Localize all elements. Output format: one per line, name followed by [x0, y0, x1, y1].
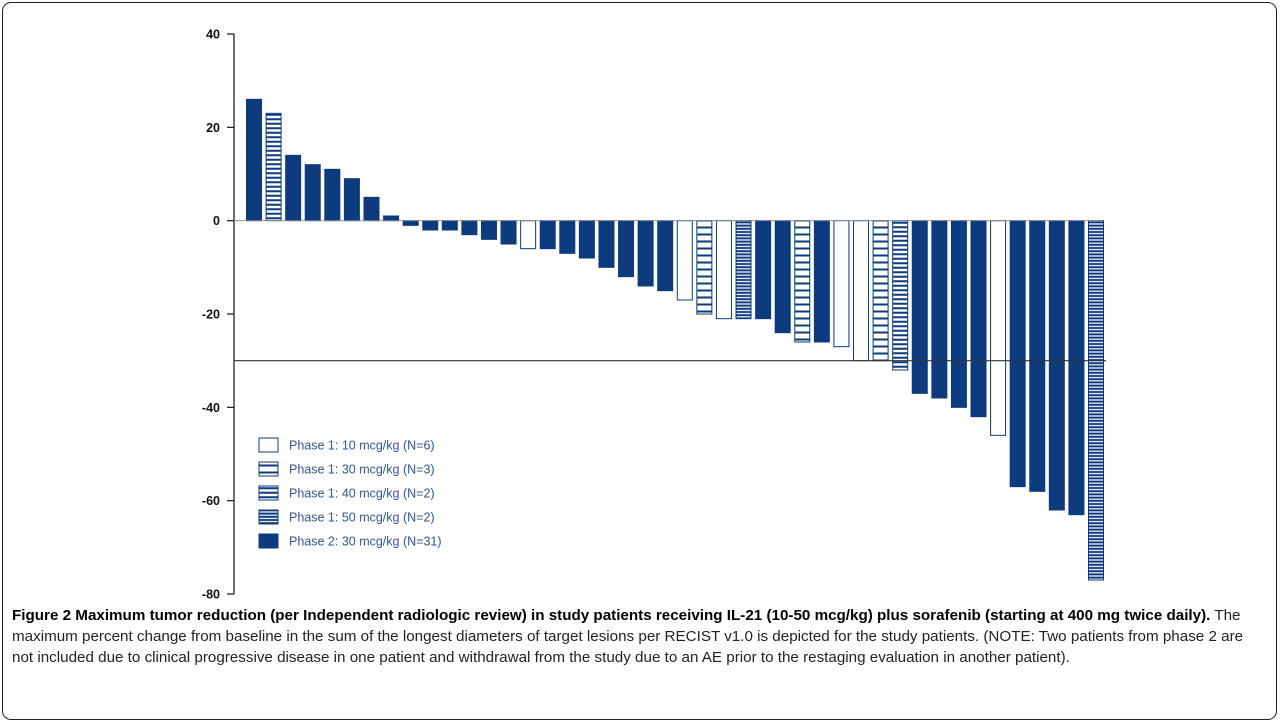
bar-p2_30 — [324, 168, 341, 222]
bar-p1_30 — [872, 220, 889, 362]
legend-swatch-p2_30 — [258, 533, 279, 549]
bar-p2_30 — [618, 220, 635, 278]
bar-p2_30 — [559, 220, 576, 254]
bar-p2_30 — [461, 220, 478, 236]
bar-p2_30 — [931, 220, 948, 399]
bar-p1_10 — [990, 220, 1007, 436]
bar-p1_40 — [892, 220, 909, 371]
bar-p2_30 — [246, 98, 262, 222]
legend-label: Phase 1: 40 mcg/kg (N=2) — [289, 487, 435, 501]
legend-swatch-p1_10 — [258, 437, 279, 453]
bar-p2_30 — [402, 220, 419, 226]
bar-p2_30 — [598, 220, 615, 268]
y-tick-label: -20 — [202, 308, 220, 322]
bar-p2_30 — [422, 220, 439, 231]
bar-p2_30 — [1068, 220, 1085, 516]
bar-p2_30 — [285, 154, 302, 222]
bar-p1_50 — [735, 220, 752, 320]
bar-p2_30 — [441, 220, 458, 231]
bar-p1_50 — [1088, 220, 1104, 581]
bar-p1_10 — [715, 220, 732, 320]
bar-p2_30 — [480, 220, 497, 240]
bar-p1_10 — [520, 220, 537, 250]
bar-p2_30 — [1029, 220, 1046, 492]
y-tick-label: 20 — [206, 121, 220, 135]
bar-p2_30 — [970, 220, 987, 418]
bar-p2_30 — [911, 220, 928, 394]
y-tick-label: -60 — [202, 494, 220, 508]
bar-p1_30 — [696, 220, 713, 315]
legend-swatch-p1_30 — [258, 461, 279, 477]
legend-label: Phase 1: 50 mcg/kg (N=2) — [289, 511, 435, 525]
legend-swatch-p1_50 — [258, 509, 279, 525]
bar-p2_30 — [539, 220, 556, 250]
bar-p1_10 — [853, 220, 870, 362]
bar-p1_30 — [794, 220, 811, 343]
bar-p1_10 — [676, 220, 693, 301]
bar-p2_30 — [500, 220, 517, 245]
bar-p2_30 — [363, 196, 380, 222]
legend-label: Phase 1: 30 mcg/kg (N=3) — [289, 463, 435, 477]
caption-body: The maximum percent change from baseline… — [12, 607, 1244, 666]
legend-label: Phase 2: 30 mcg/kg (N=31) — [289, 535, 442, 549]
bar-p2_30 — [578, 220, 595, 259]
bar-p2_30 — [637, 220, 654, 287]
bar-p2_30 — [774, 220, 791, 334]
caption-title: Figure 2 Maximum tumor reduction (per In… — [12, 607, 1211, 624]
bar-series — [234, 98, 1104, 581]
bar-p2_30 — [304, 164, 321, 222]
waterfall-chart: 40 20 0 -20 -40 -60 -80 Phase 1: 10 mcg/kg (N=… — [202, 28, 1106, 602]
bar-p1_40 — [265, 112, 282, 222]
bar-p2_30 — [755, 220, 772, 320]
bar-p1_10 — [833, 220, 850, 348]
y-tick-label: 40 — [206, 28, 220, 42]
bar-p2_30 — [1009, 220, 1026, 488]
bar-p2_30 — [383, 215, 400, 222]
legend: Phase 1: 10 mcg/kg (N=6) Phase 1: 30 mcg/… — [258, 437, 442, 549]
figure-caption: Figure 2 Maximum tumor reduction (per In… — [12, 605, 1267, 668]
bar-p2_30 — [950, 220, 967, 408]
bar-p2_30 — [657, 220, 674, 292]
legend-label: Phase 1: 10 mcg/kg (N=6) — [289, 439, 435, 453]
legend-swatch-p1_40 — [258, 485, 279, 501]
bar-p2_30 — [343, 178, 360, 222]
bar-p2_30 — [813, 220, 830, 343]
y-tick-label: -80 — [202, 588, 220, 602]
bar-p2_30 — [1048, 220, 1065, 511]
y-tick-label: 0 — [213, 214, 220, 228]
y-tick-label: -40 — [202, 401, 220, 415]
y-axis: 40 20 0 -20 -40 -60 -80 — [202, 28, 235, 602]
